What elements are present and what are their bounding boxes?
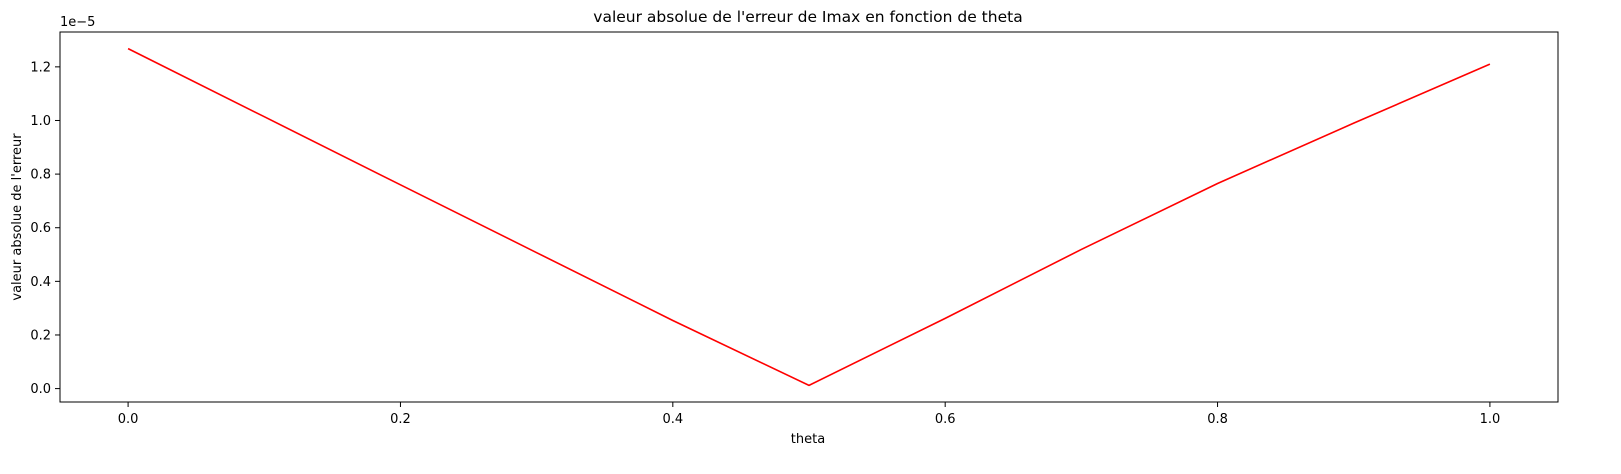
y-tick-label: 1.0: [30, 114, 51, 129]
y-tick-label: 0.0: [30, 382, 51, 397]
y-tick-label: 0.8: [30, 168, 51, 183]
x-axis-ticks: 0.0 0.2 0.4 0.6 0.8 1.0: [118, 402, 1501, 427]
y-axis-label: valeur absolue de l'erreur: [10, 133, 25, 301]
y-tick-label: 0.6: [30, 221, 51, 236]
x-axis-label: theta: [791, 432, 825, 447]
y-tick-label: 0.4: [30, 275, 51, 290]
y-tick-label: 0.2: [30, 328, 51, 343]
chart-title: valeur absolue de l'erreur de Imax en fo…: [593, 8, 1022, 26]
y-tick-label: 1.2: [30, 60, 51, 75]
series-line: [127, 47, 1491, 387]
x-tick-label: 0.8: [1207, 412, 1228, 427]
x-tick-label: 0.0: [118, 412, 139, 427]
x-tick-label: 1.0: [1480, 412, 1501, 427]
x-tick-label: 0.6: [935, 412, 956, 427]
x-tick-label: 0.2: [390, 412, 411, 427]
y-axis-offset-label: 1e−5: [60, 15, 95, 30]
y-axis-ticks: 0.0 0.2 0.4 0.6 0.8 1.0 1.2: [30, 60, 60, 397]
x-tick-label: 0.4: [662, 412, 683, 427]
plot-area-frame: [59, 31, 1559, 403]
series-layer: [127, 47, 1491, 387]
